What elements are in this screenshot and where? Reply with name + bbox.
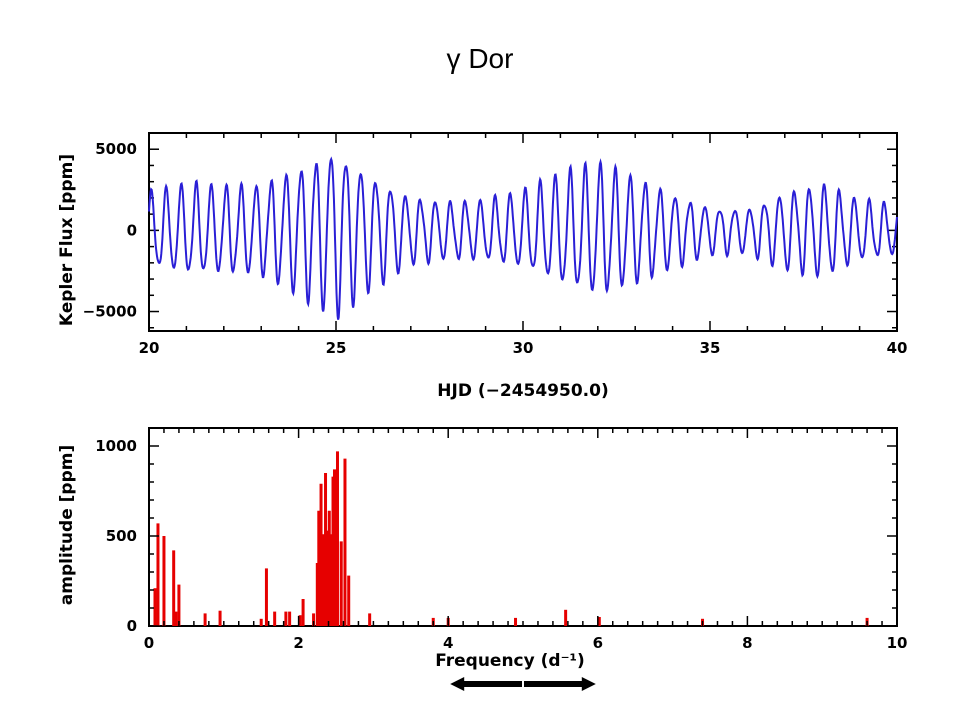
- spectrum-x-tick-label: 2: [293, 634, 303, 652]
- spectrum-y-tick-label: 500: [106, 527, 137, 545]
- spectrum-y-label: amplitude [ppm]: [57, 445, 77, 605]
- spectrum-x-tick-label: 10: [887, 634, 908, 652]
- spectrum-x-tick-label: 8: [742, 634, 752, 652]
- light-curve-ticks: [148, 132, 898, 331]
- light-curve-tick-labels: 20 25 30 35 40 −5000 0 5000: [83, 140, 908, 357]
- spectrum-x-label: Frequency (d⁻¹): [435, 651, 585, 671]
- light-curve-series: [148, 156, 898, 320]
- light-curve-y-tick-label: 0: [127, 221, 137, 239]
- light-curve-y-tick-label: −5000: [83, 303, 137, 321]
- spectrum-x-tick-label: 0: [144, 634, 154, 652]
- band-arrow-right: [524, 677, 596, 691]
- light-curve-x-tick-label: 40: [887, 339, 908, 357]
- light-curve-y-label: Kepler Flux [ppm]: [57, 154, 77, 326]
- spectrum-ticks: [148, 428, 898, 627]
- band-arrow-left: [450, 677, 522, 691]
- spectrum-y-tick-label: 1000: [95, 437, 137, 455]
- spectrum-y-tick-label: 0: [127, 617, 137, 635]
- frequency-band-arrow: [450, 677, 596, 691]
- light-curve-y-tick-label: 5000: [95, 140, 137, 158]
- light-curve-x-tick-label: 30: [513, 339, 534, 357]
- spectrum-x-tick-label: 6: [593, 634, 603, 652]
- light-curve-x-tick-label: 35: [700, 339, 721, 357]
- light-curve-x-tick-label: 25: [326, 339, 347, 357]
- spectrum-x-tick-label: 4: [443, 634, 453, 652]
- spectrum-tick-labels: 0 2 4 6 8 10 0 500 1000: [95, 437, 907, 652]
- spectrum-frame: [148, 427, 898, 627]
- light-curve-x-label: HJD (−2454950.0): [437, 381, 608, 401]
- spectrum-bars: [153, 451, 869, 626]
- light-curve-x-tick-label: 20: [139, 339, 160, 357]
- figure-title: γ Dor: [447, 43, 514, 74]
- light-curve-frame: [148, 132, 898, 332]
- light-curve-panel: 20 25 30 35 40 −5000 0 5000 HJD (−2454950.0) Ke…: [57, 132, 908, 401]
- spectrum-panel: 0 2 4 6 8 10 0 500 1000 Frequency (d⁻¹) amplitud…: [57, 427, 907, 671]
